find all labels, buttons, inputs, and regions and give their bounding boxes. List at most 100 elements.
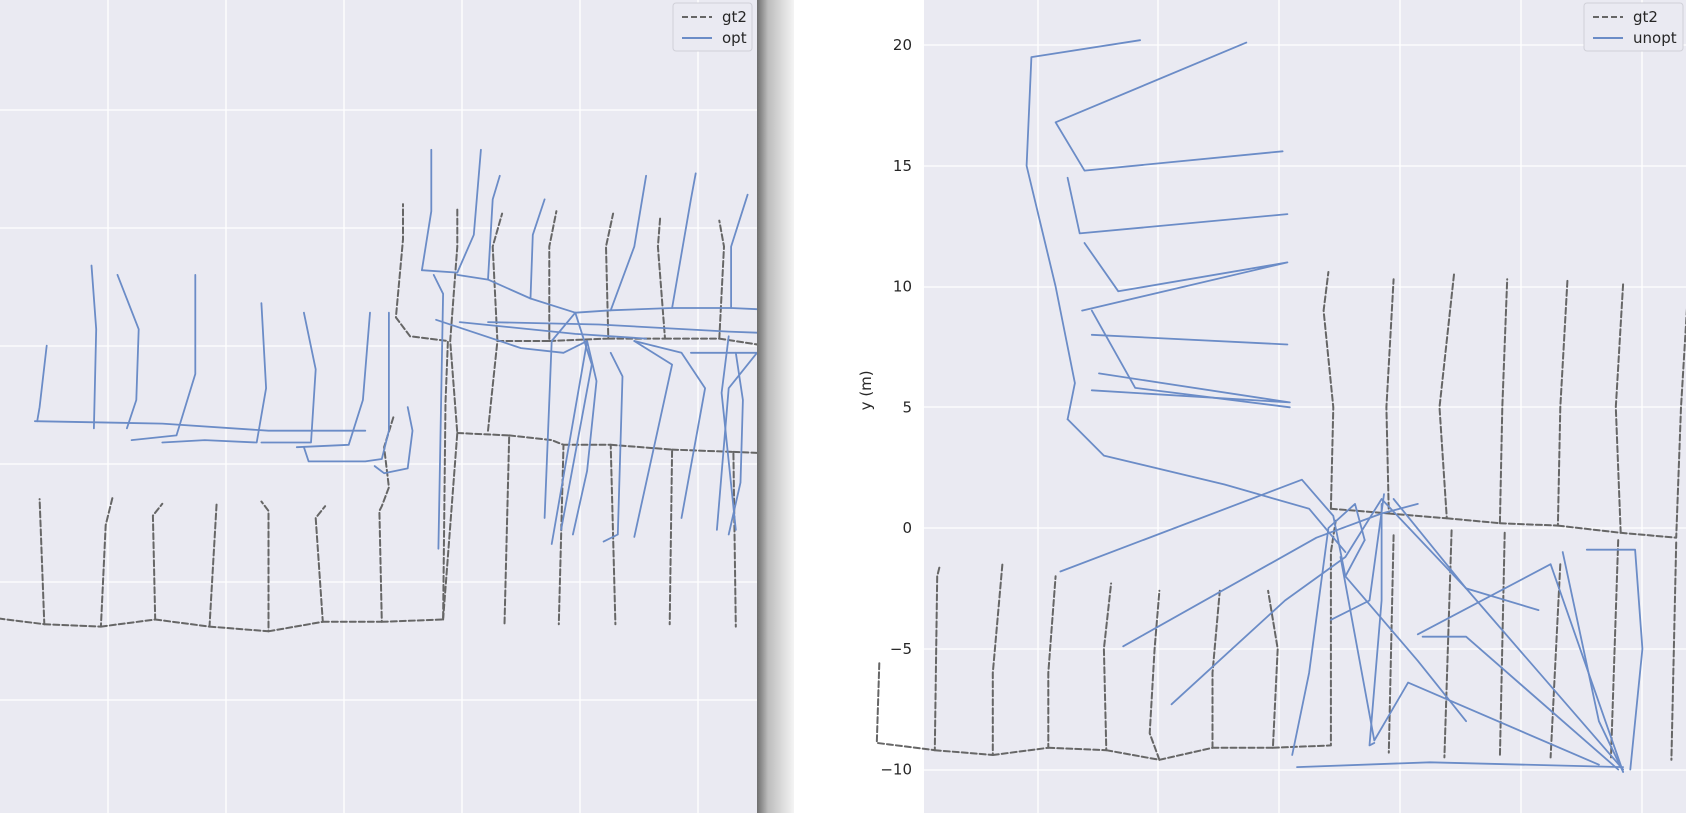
grid <box>0 0 757 813</box>
trajectory-path-opt <box>435 318 588 545</box>
y-axis-label: y (m) <box>857 370 875 410</box>
trajectory-path-gt2 <box>1498 531 1506 759</box>
trajectory-path-unopt <box>1170 498 1540 706</box>
legend-label-unopt: unopt <box>1633 29 1677 47</box>
trajectory-path-gt2 <box>1211 589 1279 749</box>
trajectory-path-gt2 <box>99 502 164 628</box>
trajectory-path-gt2 <box>496 210 558 342</box>
left-chart-panel: gt2 opt <box>0 0 822 813</box>
legend: gt2 unopt <box>1583 2 1684 52</box>
legend-label-gt2: gt2 <box>1633 8 1658 26</box>
trajectory-path-opt <box>671 193 749 309</box>
trajectory-path-opt <box>34 420 367 432</box>
trajectory-path-gt2 <box>1387 534 1395 754</box>
trajectory-path-gt2 <box>0 498 46 626</box>
trajectory-path-gt2 <box>1105 589 1161 761</box>
y-tick-label: 5 <box>902 398 912 416</box>
trajectory-path-unopt <box>1344 539 1467 723</box>
trajectory-path-gt2 <box>1670 541 1678 761</box>
series-gt2 <box>0 203 794 633</box>
trajectory-path-opt <box>602 351 624 543</box>
trajectory-path-unopt <box>1585 548 1644 771</box>
trajectory-chart-opt: gt2 opt <box>0 0 822 813</box>
trajectory-path-opt <box>690 351 744 536</box>
trajectory-path-unopt <box>1054 41 1284 172</box>
trajectory-path-gt2 <box>267 505 327 633</box>
trajectory-path-opt <box>633 340 706 519</box>
trajectory-path-opt <box>421 148 482 274</box>
series-unopt <box>1025 39 1644 773</box>
y-tick-label: 15 <box>893 157 912 175</box>
trajectory-path-unopt <box>1090 333 1289 346</box>
trajectory-path-opt <box>36 344 48 423</box>
trajectory-path-gt2 <box>1549 563 1562 759</box>
trajectory-path-unopt <box>1122 503 1419 648</box>
trajectory-path-opt <box>574 174 647 314</box>
trajectory-path-unopt <box>1392 498 1624 771</box>
trajectory-path-opt <box>720 335 737 531</box>
trajectory-path-gt2 <box>671 448 737 628</box>
y-tick-label: 10 <box>893 278 912 296</box>
trajectory-path-opt <box>295 311 371 449</box>
trajectory-path-opt <box>456 174 501 281</box>
trajectory-path-gt2 <box>1322 271 1335 510</box>
trajectory-path-opt <box>572 340 598 536</box>
trajectory-path-unopt <box>1090 372 1291 404</box>
trajectory-path-gt2 <box>1158 589 1221 761</box>
trajectory-chart-unopt: −10 −5 0 5 10 15 20 y (m) gt2 unopt <box>857 0 1686 813</box>
trajectory-path-unopt <box>1330 493 1385 621</box>
trajectory-path-unopt <box>1066 418 1347 553</box>
y-axis: −10 −5 0 5 10 15 20 y (m) <box>857 36 912 779</box>
trajectory-path-opt <box>303 311 390 463</box>
legend: gt2 opt <box>672 2 753 52</box>
trajectory-path-gt2 <box>1387 273 1455 520</box>
trajectory-path-unopt <box>1421 635 1620 771</box>
trajectory-path-unopt <box>1025 39 1141 421</box>
panel-divider <box>757 0 794 813</box>
trajectory-path-opt <box>373 406 414 475</box>
trajectory-path-gt2 <box>991 575 1057 756</box>
trajectory-path-opt <box>421 148 433 272</box>
grid <box>924 0 1686 813</box>
trajectory-path-opt <box>260 311 317 444</box>
trajectory-path-opt <box>716 351 758 531</box>
trajectory-path-unopt <box>1368 503 1383 747</box>
trajectory-path-gt2 <box>487 212 504 432</box>
legend-label-gt2: gt2 <box>722 8 747 26</box>
trajectory-path-gt2 <box>1329 278 1395 515</box>
trajectory-path-unopt <box>1291 503 1366 756</box>
trajectory-path-opt <box>487 198 546 300</box>
trajectory-path-gt2 <box>1047 582 1113 752</box>
trajectory-path-gt2 <box>208 500 270 633</box>
trajectory-path-opt <box>90 264 98 430</box>
trajectory-path-opt <box>161 302 267 444</box>
trajectory-path-gt2 <box>1556 283 1625 534</box>
right-chart-panel: −10 −5 0 5 10 15 20 y (m) gt2 unopt <box>794 0 1686 813</box>
trajectory-path-gt2 <box>442 207 459 621</box>
trajectory-path-unopt <box>1416 563 1624 773</box>
trajectory-path-gt2 <box>43 495 114 628</box>
plot-area <box>0 0 757 813</box>
trajectory-path-opt <box>529 297 577 519</box>
y-tick-label: 0 <box>902 519 912 537</box>
trajectory-path-unopt <box>1059 478 1347 578</box>
trajectory-path-gt2 <box>933 563 1004 756</box>
trajectory-path-unopt <box>1339 556 1600 766</box>
trajectory-path-gt2 <box>548 212 615 342</box>
trajectory-path-opt <box>116 274 140 430</box>
y-tick-label: −5 <box>890 640 912 658</box>
y-tick-label: 20 <box>893 36 912 54</box>
trajectory-path-opt <box>432 274 444 550</box>
trajectory-path-gt2 <box>1498 278 1569 527</box>
trajectory-path-gt2 <box>1619 307 1686 539</box>
trajectory-path-gt2 <box>609 443 674 626</box>
trajectory-path-gt2 <box>508 434 565 626</box>
trajectory-path-unopt <box>1081 242 1289 312</box>
y-tick-label: −10 <box>880 761 912 779</box>
trajectory-path-opt <box>130 274 197 441</box>
trajectory-path-gt2 <box>1445 278 1509 525</box>
trajectory-path-opt <box>609 172 697 312</box>
trajectory-path-unopt <box>1066 176 1289 235</box>
legend-label-opt: opt <box>722 29 747 47</box>
trajectory-path-unopt <box>1296 761 1624 768</box>
